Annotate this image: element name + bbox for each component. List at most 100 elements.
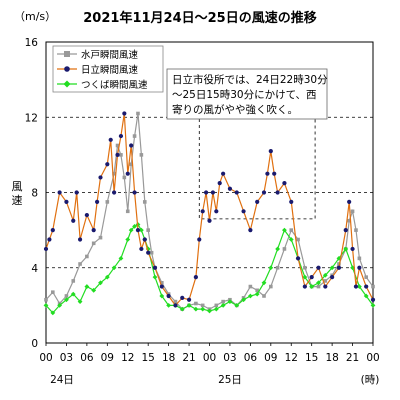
point-mito-43	[296, 237, 300, 242]
point-mito-6	[85, 254, 89, 259]
point-hitachi-30	[186, 297, 192, 302]
point-hitachi-22	[139, 246, 144, 252]
point-hitachi-51	[289, 199, 294, 205]
point-hitachi-60	[347, 199, 352, 205]
x-tick-8: 00	[203, 352, 216, 364]
date-label-25: 25日	[218, 374, 242, 386]
point-hitachi-63	[357, 265, 362, 270]
point-mito-41	[282, 247, 287, 251]
point-hitachi-38	[217, 180, 222, 186]
point-mito-28	[194, 301, 198, 306]
point-tsukuba-5	[77, 299, 83, 305]
point-hitachi-33	[200, 209, 205, 214]
point-tsukuba-20	[159, 293, 165, 299]
point-mito-52	[350, 209, 355, 214]
point-mito-3	[64, 294, 69, 298]
point-tsukuba-41	[302, 274, 308, 280]
y-tick-0: 0	[31, 338, 38, 350]
x-tick-10: 06	[244, 352, 258, 364]
point-hitachi-13	[108, 137, 113, 142]
point-tsukuba-35	[261, 280, 267, 286]
point-hitachi-1	[47, 237, 52, 242]
point-mito-25	[173, 299, 178, 304]
point-tsukuba-38	[282, 227, 287, 233]
point-mito-15	[129, 162, 133, 167]
point-hitachi-35	[207, 218, 212, 223]
x-tick-2: 06	[80, 352, 94, 364]
point-hitachi-56	[323, 284, 328, 289]
point-tsukuba-39	[288, 237, 294, 242]
point-hitachi-9	[91, 228, 96, 233]
legend-label-tsukuba: つくば瞬間風速	[81, 79, 148, 91]
point-tsukuba-6	[84, 284, 90, 289]
series-1	[43, 111, 376, 308]
x-tick-12: 12	[285, 352, 298, 364]
point-hitachi-12	[105, 162, 110, 167]
point-tsukuba-3	[64, 297, 69, 303]
point-tsukuba-23	[179, 306, 185, 312]
annotation-dashed-box	[198, 84, 316, 220]
point-mito-47	[323, 279, 328, 283]
point-mito-14	[125, 209, 130, 214]
point-hitachi-27	[166, 293, 171, 299]
point-hitachi-25	[152, 265, 158, 270]
point-hitachi-42	[241, 209, 246, 214]
point-mito-1	[51, 290, 55, 295]
point-hitachi-34	[203, 190, 209, 195]
point-tsukuba-30	[227, 299, 233, 305]
point-hitachi-17	[122, 111, 127, 116]
point-hitachi-24	[146, 250, 151, 255]
point-hitachi-3	[57, 190, 62, 195]
point-tsukuba-21	[166, 302, 172, 308]
y-tick-12: 12	[25, 112, 38, 124]
point-tsukuba-10	[111, 265, 117, 271]
annotation-line-1: 日立市役所では、24日22時30分	[172, 73, 328, 86]
point-hitachi-14	[112, 190, 117, 195]
point-mito-20	[146, 228, 150, 232]
point-mito-49	[337, 262, 341, 266]
y-tick-8: 8	[31, 188, 38, 200]
point-hitachi-59	[343, 228, 348, 233]
x-tick-11: 09	[264, 352, 277, 364]
point-hitachi-0	[43, 246, 49, 252]
point-hitachi-50	[282, 180, 287, 186]
point-hitachi-45	[261, 190, 267, 195]
point-mito-32	[221, 299, 225, 304]
point-mito-40	[275, 265, 280, 270]
point-mito-54	[357, 256, 362, 261]
point-mito-21	[149, 250, 154, 255]
point-hitachi-37	[214, 209, 219, 214]
annotation-box	[166, 68, 328, 120]
date-label-24: 24日	[50, 374, 74, 386]
point-tsukuba-14	[132, 223, 137, 229]
point-hitachi-64	[364, 284, 369, 289]
point-mito-29	[200, 303, 205, 308]
legend-label-hitachi: 日立瞬間風速	[81, 64, 139, 76]
point-tsukuba-50	[363, 293, 369, 299]
point-mito-11	[115, 143, 120, 148]
point-hitachi-11	[98, 175, 103, 180]
point-hitachi-52	[295, 256, 301, 261]
point-tsukuba-47	[343, 246, 349, 252]
point-hitachi-46	[265, 171, 270, 176]
point-hitachi-29	[180, 295, 185, 300]
point-hitachi-23	[142, 237, 147, 242]
point-tsukuba-4	[70, 291, 76, 297]
point-tsukuba-8	[98, 280, 103, 286]
y-tick-16: 16	[25, 37, 39, 49]
point-hitachi-48	[272, 171, 277, 176]
point-hitachi-39	[221, 171, 226, 176]
point-mito-44	[303, 265, 307, 270]
point-tsukuba-2	[57, 302, 63, 308]
point-hitachi-43	[248, 228, 253, 233]
x-tick-9: 03	[223, 352, 236, 364]
point-hitachi-55	[316, 265, 321, 270]
chart-title: 2021年11月24日～25日の風速の推移	[83, 10, 316, 26]
point-tsukuba-9	[104, 274, 110, 280]
point-tsukuba-37	[275, 246, 281, 252]
point-hitachi-54	[309, 275, 314, 280]
point-tsukuba-42	[309, 284, 315, 289]
point-hitachi-2	[50, 228, 55, 233]
point-mito-12	[119, 153, 123, 157]
